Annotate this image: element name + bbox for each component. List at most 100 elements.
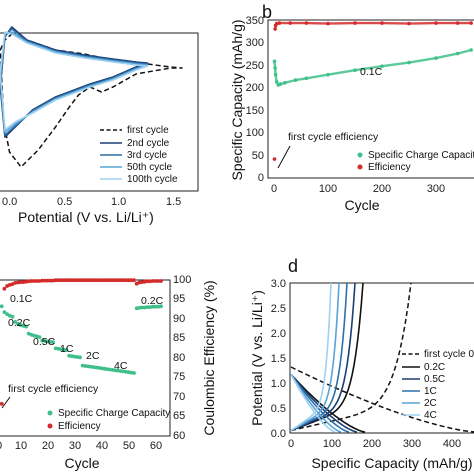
legend-label: Specific Charge Capacit [368, 150, 474, 161]
panel-a-xticks: 0.0 0.5 1.0 1.5 [2, 196, 181, 208]
panel-d-ytick: 0.0 [271, 428, 286, 440]
legend-label: 0.2C [424, 362, 445, 373]
data-point [129, 278, 134, 283]
data-point [124, 278, 128, 283]
panel-d-ylabel: Potential (V vs. Li/Li⁺) [249, 290, 265, 426]
data-point [121, 278, 126, 283]
panel-b-ylabel: Specific Capacity (mAh/g) [229, 19, 245, 180]
legend-marker [47, 423, 53, 429]
panel-c-ytick: 95 [173, 293, 185, 305]
series-line [0, 31, 149, 131]
series-line [273, 21, 472, 30]
panel-c-ytick: 70 [173, 391, 185, 403]
rate-label: 0.5C [33, 336, 56, 348]
panel-d-xtick: 400 [443, 438, 461, 450]
panel-c-ytick: 75 [173, 371, 185, 383]
panel-b-letter: b [262, 2, 272, 22]
data-point [32, 279, 36, 283]
legend-label: 50th cycle [127, 162, 172, 173]
legend-label: 2C [424, 398, 437, 409]
data-point [83, 278, 88, 283]
panel-b-first-eff-label: first cycle efficiency [288, 131, 379, 143]
legend-label: 0.5C [424, 374, 445, 385]
data-point [153, 304, 158, 309]
panel-c-xtick: 60 [150, 440, 162, 452]
data-point [24, 324, 28, 329]
panel-b-ytick: 300 [246, 37, 264, 49]
data-point [159, 279, 163, 283]
panel-a-legend: first cycle 2nd cycle 3rd cycle 50th cyc… [100, 125, 178, 185]
data-point [18, 280, 23, 284]
panel-d-yticks: 3.0 2.5 2.0 1.5 1.0 0.5 0.0 [271, 278, 286, 440]
panel-b-first-eff-arrow [277, 145, 291, 169]
panel-b-ytick: 200 [246, 82, 264, 94]
data-point [88, 278, 93, 283]
data-point [151, 279, 155, 283]
panel-a: 0.0 0.5 1.0 1.5 Potential (V vs. Li/Li⁺)… [0, 26, 199, 225]
panel-c-xtick: 10 [15, 440, 27, 452]
series-line [0, 31, 149, 133]
panel-b-marks [272, 21, 473, 161]
data-point [56, 278, 61, 283]
legend-label: 100th cycle [127, 174, 178, 185]
panel-d-xtick: 200 [363, 438, 381, 450]
panel-b-ytick: 50 [252, 150, 264, 162]
data-point [91, 278, 96, 283]
panel-d-xtick: 300 [403, 438, 421, 450]
data-point [132, 371, 136, 375]
panel-b-xtick: 300 [427, 183, 445, 195]
panel-a-xtick: 1.0 [111, 196, 126, 208]
data-point [75, 278, 80, 283]
panel-d-xlabel: Specific Capacity (mAh/g) [311, 455, 472, 471]
panel-c-first-eff-arrow [1, 396, 11, 409]
panel-b-rate-label: 0.1C [360, 66, 383, 78]
legend-label: first cycle [127, 125, 169, 136]
panel-c: 100 95 90 85 80 75 70 65 60 0 10 20 30 4… [0, 274, 217, 471]
panel-c-ytick: 90 [173, 313, 185, 325]
discharge-curve [290, 374, 358, 433]
panel-b-ytick: 100 [246, 127, 264, 139]
panel-d-letter: d [288, 256, 298, 276]
panel-c-ytick: 65 [173, 410, 185, 422]
panel-a-xtick: 0.0 [2, 196, 17, 208]
data-point [126, 278, 131, 283]
data-point [156, 279, 161, 283]
legend-label: Efficiency [58, 421, 101, 432]
data-point [61, 278, 66, 283]
panel-a-xtick: 0.5 [57, 196, 72, 208]
legend-marker [47, 410, 53, 416]
legend-label: 3rd cycle [127, 150, 167, 161]
panel-d-xtick: 100 [323, 438, 341, 450]
data-point [86, 278, 90, 283]
panel-b-xlabel: Cycle [344, 197, 379, 213]
data-point [34, 279, 39, 283]
discharge-curve [290, 374, 350, 433]
panel-c-xtick: 20 [42, 440, 54, 452]
panel-c-xtick: 40 [96, 440, 108, 452]
panel-c-first-eff-label: first cycle efficiency [8, 383, 99, 395]
data-point [37, 335, 42, 339]
data-point [78, 278, 82, 283]
data-point [45, 278, 50, 283]
panel-b-yticks: 0 50 100 150 200 250 300 350 [246, 15, 264, 184]
panel-a-xtick: 1.5 [166, 196, 181, 208]
data-point [13, 320, 18, 324]
data-point [151, 304, 155, 309]
data-point [99, 278, 104, 283]
panel-b-ytick: 250 [246, 60, 264, 72]
panel-d-ytick: 0.5 [271, 403, 286, 415]
panel-d-legend: first cycle 0. 0.2C 0.5C 1C 2C 4C [402, 349, 474, 421]
panel-c-xticks: 0 10 20 30 40 50 60 [0, 440, 162, 452]
rate-label: 0.2C [141, 295, 164, 307]
panel-b-legend: Specific Charge Capacit Efficiency [357, 150, 474, 173]
legend-label: Efficiency [368, 162, 411, 173]
data-point [64, 278, 69, 283]
rate-label: 4C [114, 360, 128, 372]
panel-c-rate-labels: 0.1C 0.2C 0.5C 1C 2C 4C 0.2C [8, 293, 164, 372]
data-point [2, 310, 7, 314]
panel-a-curves [0, 26, 183, 168]
data-point [72, 278, 77, 283]
data-point [115, 278, 120, 283]
data-point [110, 278, 115, 283]
